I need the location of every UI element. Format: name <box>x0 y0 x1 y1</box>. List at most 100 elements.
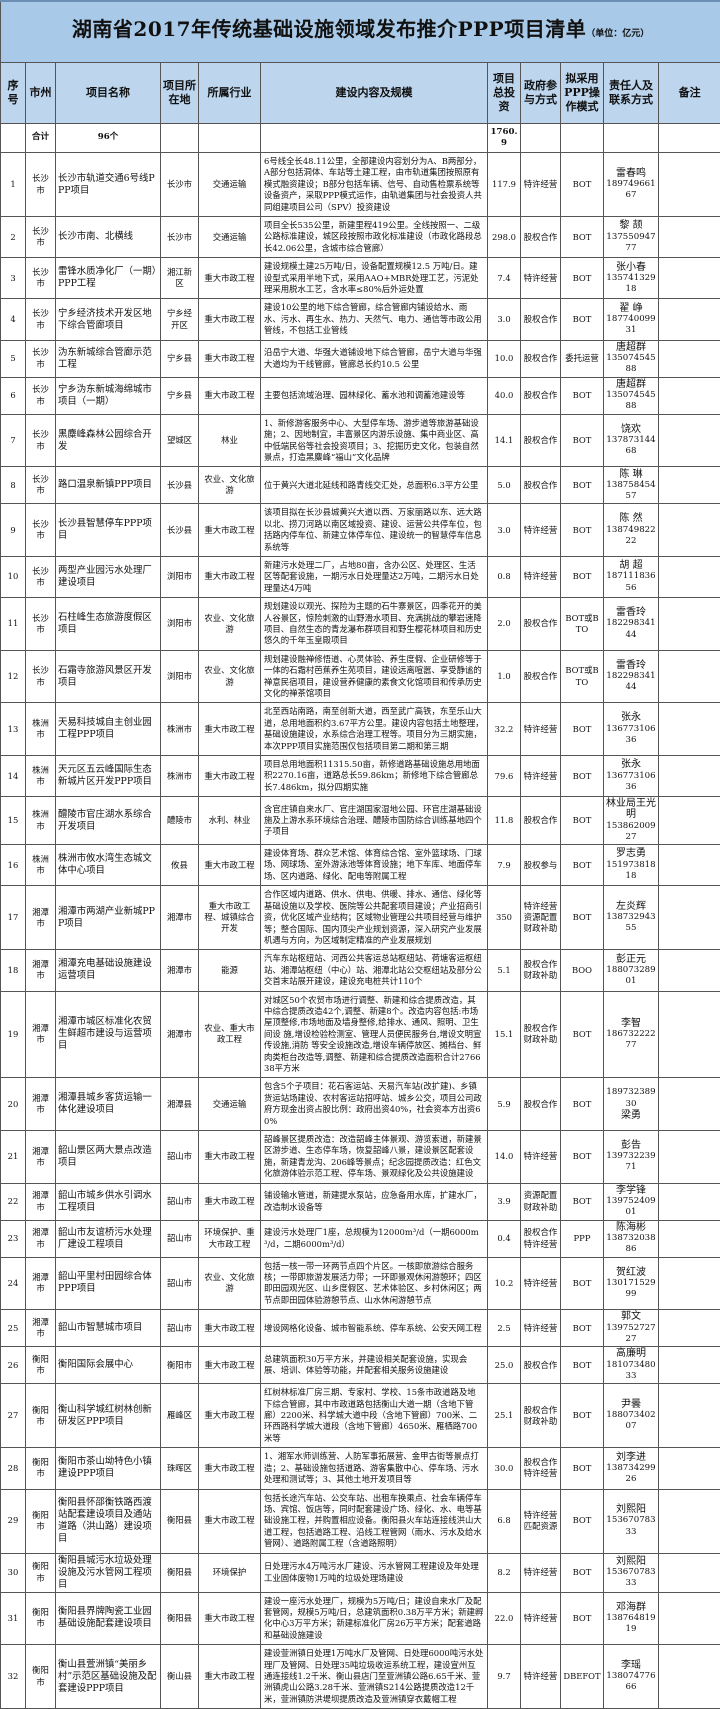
row-ppp-mode: BOT <box>561 886 604 950</box>
row-ppp-mode: BOT或BTO <box>561 650 604 703</box>
row-industry: 重大市政工程 <box>199 1489 261 1553</box>
gov-participation-item: 股权合作 <box>523 480 558 491</box>
gov-participation-item: 股权合作 <box>523 959 558 970</box>
row-industry: 农业、文化旅游 <box>199 650 261 703</box>
row-industry: 重大市政工程、城镇综合开发 <box>199 886 261 950</box>
row-content: 含官庄镇自来水厂、官庄湖国家湿地公园、环官庄湖基础设施及上游水系环境综合治理、醴… <box>261 797 488 845</box>
summary-empty <box>199 124 261 153</box>
contact-phone: 18807328901 <box>606 965 656 987</box>
row-project-name: 韶山平里村田园综合体PPP项目 <box>56 1257 161 1310</box>
row-number: 10 <box>1 556 26 597</box>
row-investment: 5.1 <box>488 950 521 991</box>
contact-name: 刘熙阳 <box>606 1504 656 1515</box>
row-project-name: 石霜寺旅游风景区开发项目 <box>56 650 161 703</box>
summary-total: 1760.9 <box>488 124 521 153</box>
row-number: 31 <box>1 1592 26 1645</box>
contact-name: 唐超群 <box>606 379 656 390</box>
contact-phone: 13873429926 <box>606 1463 656 1485</box>
row-industry: 重大市政工程 <box>199 556 261 597</box>
row-gov-participation: 股权合作 <box>521 797 561 845</box>
row-location: 韶山市 <box>161 1183 199 1220</box>
row-location: 衡阳县 <box>161 1553 199 1592</box>
gov-participation-item: 股权合作 <box>523 1227 558 1238</box>
row-investment: 10.0 <box>488 340 521 377</box>
row-location: 韶山市 <box>161 1220 199 1257</box>
row-number: 1 <box>1 153 26 217</box>
row-content: 建设一座污水处理厂，规模为5万吨/日；建设自来水厂及配套管网，规模5万吨/日，总… <box>261 1592 488 1645</box>
row-remarks <box>659 556 720 597</box>
summary-empty <box>659 124 720 153</box>
row-industry: 农业、文化旅游 <box>199 598 261 651</box>
contact-name: 左炎辉 <box>606 901 656 912</box>
row-gov-participation: 特许经营 <box>521 1553 561 1592</box>
row-content: 1、湘军水师训练营、人防军事拓展营、金甲古街等景点打造；2、基础设施包括道路、游… <box>261 1448 488 1489</box>
contact-phone: 18774009931 <box>606 314 656 336</box>
contact-name: 林业局王光明 <box>606 798 656 820</box>
row-investment: 117.9 <box>488 153 521 217</box>
row-location: 宁乡县 <box>161 377 199 414</box>
row-location: 长沙县 <box>161 504 199 557</box>
row-remarks <box>659 1257 720 1310</box>
row-location: 醴陵市 <box>161 797 199 845</box>
contact-phone: 13507454588 <box>606 390 656 412</box>
row-location: 珠晖区 <box>161 1448 199 1489</box>
row-remarks <box>659 991 720 1078</box>
contact-phone: 15367078333 <box>606 1515 656 1537</box>
contact-name: 梁勇 <box>606 1110 656 1121</box>
row-remarks <box>659 1131 720 1184</box>
row-content: 主要包括流域治理、园林绿化、蓄水池和调蓄池建设等 <box>261 377 488 414</box>
contact-name: 彭告 <box>606 1140 656 1151</box>
contact-name: 张小春 <box>606 262 656 273</box>
col-header-remarks: 备注 <box>659 63 720 124</box>
row-city: 衡阳市 <box>26 1448 56 1489</box>
gov-participation-item: 股权合作 <box>523 1099 558 1110</box>
contact-name: 邓海群 <box>606 1602 656 1613</box>
gov-participation-item: 财政补助 <box>523 1202 558 1213</box>
contact-name: 贺红波 <box>606 1267 656 1278</box>
row-city: 湘潭市 <box>26 886 56 950</box>
row-location: 雁峰区 <box>161 1384 199 1448</box>
row-industry: 交通运输 <box>199 153 261 217</box>
contact-phone: 13017152999 <box>606 1278 656 1300</box>
row-location: 韶山市 <box>161 1257 199 1310</box>
row-gov-participation: 股权合作 <box>521 217 561 258</box>
row-content: 汽车东站枢纽站、河西公共客运总站枢纽站、荷塘客运枢纽站、湘潭站枢纽（中心）站、湘… <box>261 950 488 991</box>
row-remarks <box>659 1078 720 1131</box>
contact-phone: 18229834144 <box>606 618 656 640</box>
row-ppp-mode: BOT <box>561 377 604 414</box>
summary-count: 96个 <box>56 124 161 153</box>
row-project-name: 石柱峰生态旅游度假区项目 <box>56 598 161 651</box>
row-number: 22 <box>1 1183 26 1220</box>
row-location: 衡阳县 <box>161 1489 199 1553</box>
gov-participation-item: 股权合作 <box>523 618 558 629</box>
row-ppp-mode: BOT <box>561 504 604 557</box>
row-investment: 10.2 <box>488 1257 521 1310</box>
row-city: 长沙市 <box>26 153 56 217</box>
contact-name: 雷香玲 <box>606 607 656 618</box>
row-gov-participation: 特许经营 <box>521 756 561 797</box>
contact-phone: 15386200927 <box>606 821 656 843</box>
row-project-name: 湘潭市两湖产业新城PPP项目 <box>56 886 161 950</box>
row-number: 16 <box>1 845 26 886</box>
contact-name: 刘熙阳 <box>606 1556 656 1567</box>
row-gov-participation: 股权合作特许经营 <box>521 1448 561 1489</box>
row-content: 北至西站南路，南至创新大道，西至武广高铁，东至乐山大道，总用地面积约3.67平方… <box>261 703 488 756</box>
row-ppp-mode: BOT <box>561 1131 604 1184</box>
row-industry: 重大市政工程 <box>199 1645 261 1709</box>
